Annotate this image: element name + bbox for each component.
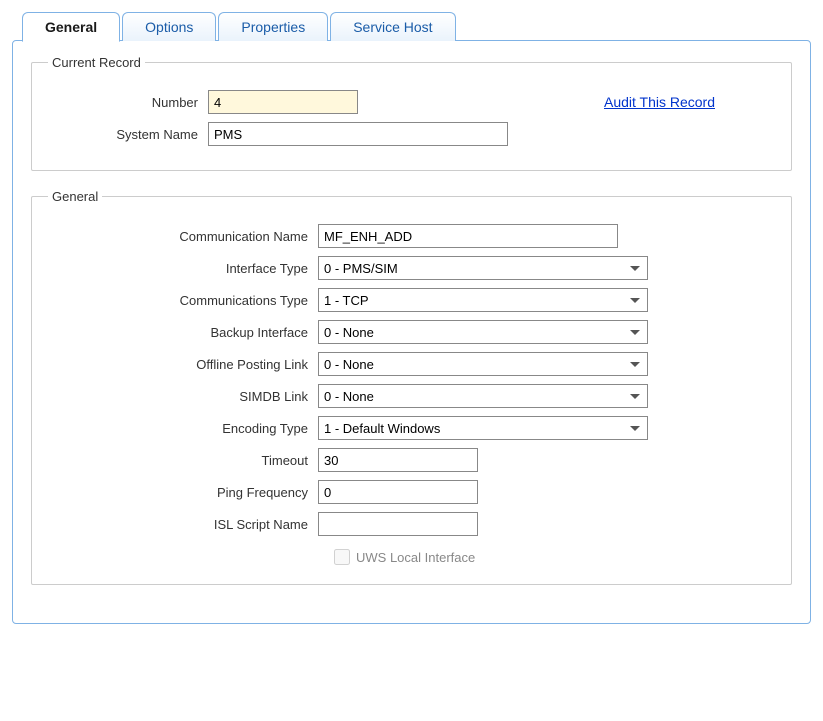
input-comm-name[interactable] (318, 224, 618, 248)
general-legend: General (48, 189, 102, 204)
select-simdb-link[interactable]: 0 - None (318, 384, 648, 408)
select-backup-interface[interactable]: 0 - None (318, 320, 648, 344)
row-communications-type: Communications Type 1 - TCP (48, 288, 775, 312)
select-encoding-type[interactable]: 1 - Default Windows (318, 416, 648, 440)
row-uws-local: UWS Local Interface (330, 546, 775, 568)
current-record-legend: Current Record (48, 55, 145, 70)
label-isl-script: ISL Script Name (48, 517, 318, 532)
input-isl-script[interactable] (318, 512, 478, 536)
label-offline-posting: Offline Posting Link (48, 357, 318, 372)
label-uws-local: UWS Local Interface (356, 550, 475, 565)
label-number: Number (48, 95, 208, 110)
tab-panel-general: Current Record Number Audit This Record … (12, 40, 811, 624)
input-ping-frequency[interactable] (318, 480, 478, 504)
tab-general[interactable]: General (22, 12, 120, 42)
checkbox-uws-local[interactable] (334, 549, 350, 565)
row-backup-interface: Backup Interface 0 - None (48, 320, 775, 344)
row-offline-posting: Offline Posting Link 0 - None (48, 352, 775, 376)
select-interface-type[interactable]: 0 - PMS/SIM (318, 256, 648, 280)
general-fieldset: General Communication Name Interface Typ… (31, 189, 792, 585)
row-comm-name: Communication Name (48, 224, 775, 248)
label-interface-type: Interface Type (48, 261, 318, 276)
current-record-fieldset: Current Record Number Audit This Record … (31, 55, 792, 171)
label-simdb-link: SIMDB Link (48, 389, 318, 404)
select-offline-posting[interactable]: 0 - None (318, 352, 648, 376)
label-timeout: Timeout (48, 453, 318, 468)
row-number: Number Audit This Record (48, 90, 775, 114)
row-simdb-link: SIMDB Link 0 - None (48, 384, 775, 408)
row-encoding-type: Encoding Type 1 - Default Windows (48, 416, 775, 440)
label-communications-type: Communications Type (48, 293, 318, 308)
input-timeout[interactable] (318, 448, 478, 472)
row-interface-type: Interface Type 0 - PMS/SIM (48, 256, 775, 280)
label-ping-frequency: Ping Frequency (48, 485, 318, 500)
row-system-name: System Name (48, 122, 775, 146)
tab-options[interactable]: Options (122, 12, 216, 41)
tab-row: General Options Properties Service Host (22, 12, 811, 41)
input-system-name[interactable] (208, 122, 508, 146)
tab-service-host[interactable]: Service Host (330, 12, 455, 41)
label-backup-interface: Backup Interface (48, 325, 318, 340)
row-ping-frequency: Ping Frequency (48, 480, 775, 504)
label-system-name: System Name (48, 127, 208, 142)
input-number[interactable] (208, 90, 358, 114)
label-encoding-type: Encoding Type (48, 421, 318, 436)
select-communications-type[interactable]: 1 - TCP (318, 288, 648, 312)
row-timeout: Timeout (48, 448, 775, 472)
audit-this-record-link[interactable]: Audit This Record (604, 94, 715, 110)
tab-properties[interactable]: Properties (218, 12, 328, 41)
row-isl-script: ISL Script Name (48, 512, 775, 536)
label-comm-name: Communication Name (48, 229, 318, 244)
